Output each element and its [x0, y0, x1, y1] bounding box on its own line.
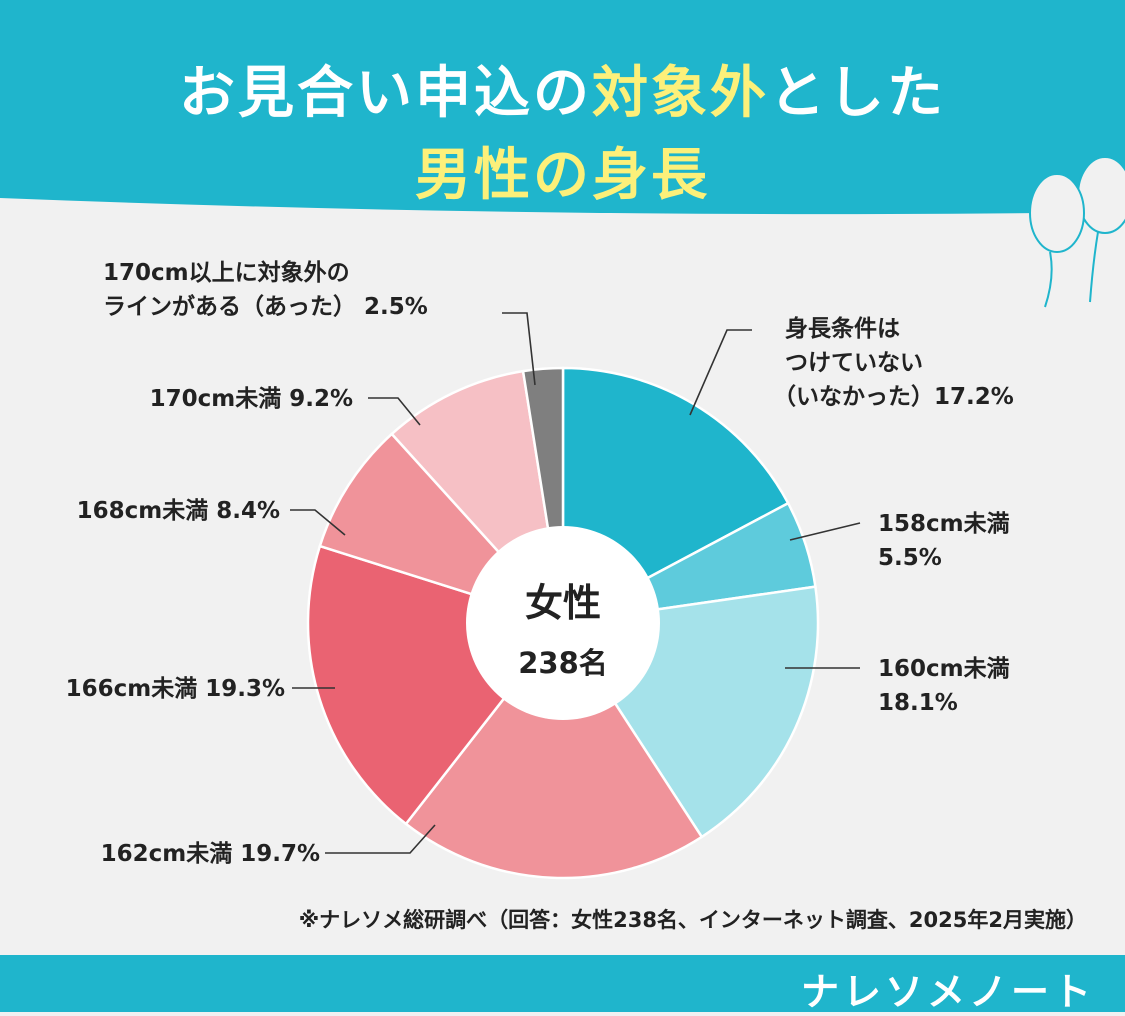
- source-note: ※ナレソメ総研調べ（回答：女性238名、インターネット調査、2025年2月実施）: [298, 908, 1087, 932]
- label-line: 158cm未満: [878, 511, 1010, 537]
- slice-label-158: 158cm未満 5.5%: [878, 507, 1010, 575]
- title-accent: 対象外: [592, 61, 769, 126]
- label-line: 170cm以上に対象外の: [103, 260, 350, 286]
- title-part: とした: [769, 61, 946, 126]
- leader-line: [502, 312, 536, 386]
- header-background: [0, 0, 1125, 215]
- balloon-icon: [1029, 156, 1125, 308]
- slice-label-160: 160cm未満 18.1%: [878, 652, 1010, 720]
- pie-slice: [404, 620, 704, 880]
- label-line: 160cm未満: [878, 656, 1010, 682]
- label-line: つけていない: [785, 350, 923, 376]
- donut-hole: [466, 526, 660, 720]
- slice-label-no-condition: 身長条件はつけていない （いなかった）17.2%: [773, 312, 1014, 414]
- center-count: 238名: [518, 646, 608, 680]
- label-line: 身長条件は: [785, 316, 900, 342]
- leader-line: [689, 329, 752, 416]
- slice-label-168: 168cm未満 8.4%: [76, 498, 280, 524]
- leader-line: [789, 522, 861, 541]
- slice-label-162: 162cm未満 19.7%: [100, 841, 320, 867]
- leader-lines: [290, 312, 861, 854]
- slice-label-166: 166cm未満 19.3%: [65, 676, 285, 702]
- center-label: 女性: [524, 581, 601, 625]
- leader-line: [325, 824, 436, 854]
- title-line-1: お見合い申込の対象外とした: [0, 48, 1125, 129]
- footer-bar: ナレソメノート: [0, 955, 1125, 1014]
- slice-label-170: 170cm未満 9.2%: [149, 386, 353, 412]
- slice-label-170-plus: 170cm以上に対象外のラインがある（あった） 2.5%: [103, 256, 428, 324]
- leader-line: [290, 509, 346, 536]
- title-line-2: 男性の身長: [415, 143, 710, 208]
- label-line: 18.1%: [878, 690, 958, 716]
- label-line: （いなかった）17.2%: [773, 384, 1014, 410]
- leader-line: [368, 397, 421, 426]
- brand-logo: ナレソメノート: [800, 970, 1095, 1014]
- label-line: 5.5%: [878, 545, 942, 571]
- title-part: お見合い申込の: [179, 61, 592, 126]
- label-line: ラインがある（あった） 2.5%: [103, 294, 428, 320]
